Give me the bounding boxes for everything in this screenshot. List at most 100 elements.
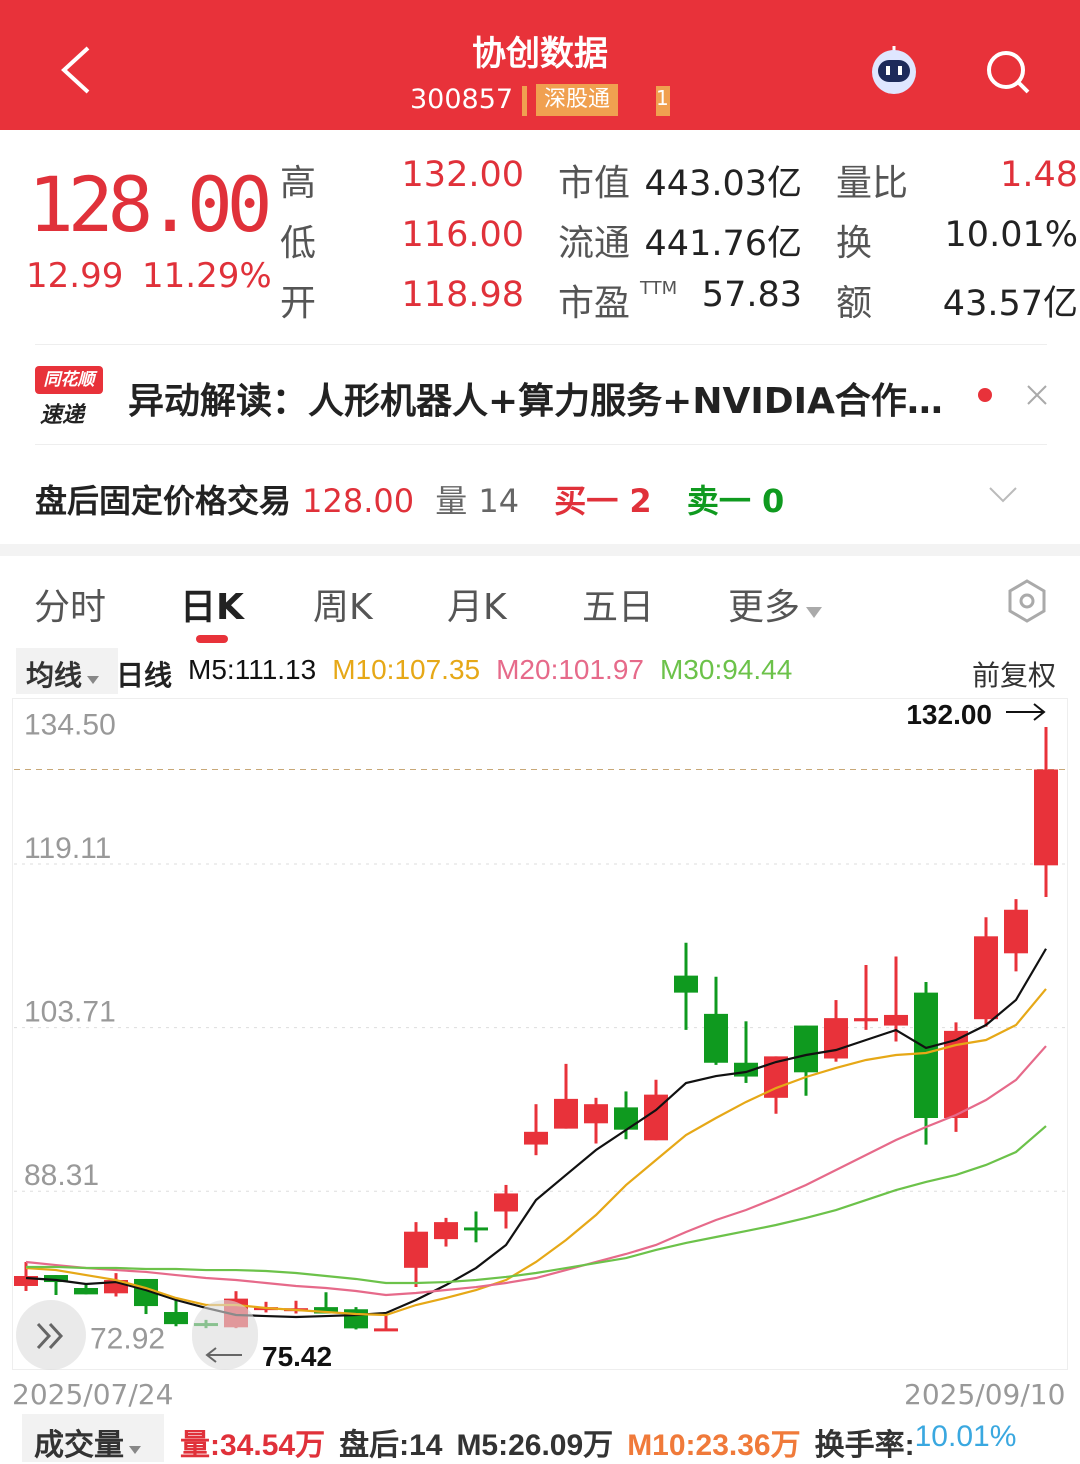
market-cap-label: 市值 bbox=[558, 163, 631, 204]
period-label: 日线 bbox=[116, 660, 173, 691]
tab-more-label: 更多 bbox=[728, 587, 801, 628]
candle-up bbox=[1034, 769, 1058, 866]
tab-weekly-k[interactable]: 周K bbox=[313, 587, 373, 628]
y-tick-label: 88.31 bbox=[24, 1159, 99, 1192]
top-bar: 协创数据 300857 深股通 1 bbox=[0, 0, 1080, 130]
arrow-left-icon bbox=[205, 1347, 242, 1363]
tab-intraday[interactable]: 分时 bbox=[34, 587, 107, 628]
price-change: 12.99 bbox=[26, 256, 124, 296]
caret-down-icon bbox=[129, 1446, 141, 1454]
current-price: 128.00 bbox=[28, 160, 273, 249]
amount-label: 额 bbox=[836, 283, 873, 324]
scroll-left-button[interactable] bbox=[192, 1300, 258, 1370]
ma20-line bbox=[25, 1045, 1047, 1297]
candle-up bbox=[554, 1098, 578, 1129]
candle-down bbox=[314, 1307, 338, 1314]
high-value: 132.00 bbox=[401, 155, 524, 195]
pe-label: 市盈 bbox=[558, 283, 631, 324]
open-label: 开 bbox=[280, 283, 317, 324]
caret-down-icon bbox=[87, 676, 100, 684]
volume-ratio-label: 量比 bbox=[836, 163, 909, 204]
candle-down bbox=[704, 1013, 728, 1063]
candle-down bbox=[794, 1025, 818, 1073]
news-logo: 同花顺 bbox=[35, 366, 103, 394]
connect-badge[interactable]: 深股通 bbox=[536, 84, 619, 116]
robot-assistant-icon[interactable] bbox=[864, 42, 924, 98]
search-icon[interactable] bbox=[984, 48, 1034, 98]
amount-value: 43.57亿 bbox=[942, 284, 1078, 324]
volume-ratio-value: 1.48 bbox=[1000, 155, 1078, 195]
candle-down bbox=[614, 1107, 638, 1130]
ma10-value: M10:107.35 bbox=[332, 654, 481, 685]
adjust-toggle[interactable]: 前复权 bbox=[972, 659, 1057, 692]
stock-name: 协创数据 bbox=[472, 34, 608, 74]
start-date: 2025/07/24 bbox=[12, 1378, 174, 1411]
chevron-down-icon[interactable] bbox=[988, 486, 1018, 504]
caret-down-icon bbox=[806, 607, 823, 618]
section-gap bbox=[0, 544, 1080, 556]
y-tick-label: 134.50 bbox=[24, 708, 116, 741]
candle-down bbox=[74, 1288, 98, 1295]
volume-ma10: M10:23.36万 bbox=[627, 1429, 801, 1462]
stock-code: 300857 bbox=[410, 84, 514, 115]
turnover-value: 10.01% bbox=[944, 215, 1078, 255]
end-date: 2025/09/10 bbox=[904, 1378, 1066, 1411]
float-cap-value: 441.76亿 bbox=[644, 224, 802, 264]
y-tick-label: 103.71 bbox=[24, 996, 116, 1029]
candle-up bbox=[404, 1231, 428, 1268]
active-tab-indicator bbox=[196, 635, 228, 643]
tab-monthly-k[interactable]: 月K bbox=[447, 587, 507, 628]
low-label: 低 bbox=[280, 223, 317, 264]
arrow-right-icon bbox=[1006, 703, 1046, 721]
after-hours-price: 128.00 bbox=[302, 482, 415, 520]
ma-legend: 均线 日线 M5:111.13 M10:107.35 M20:101.97 M3… bbox=[26, 654, 792, 694]
turnover-rate-label: 换手率: bbox=[814, 1429, 915, 1462]
double-chevron-right-icon bbox=[36, 1322, 64, 1350]
candle-up bbox=[524, 1131, 548, 1145]
ma5-line bbox=[25, 948, 1047, 1319]
ma-selector-label[interactable]: 均线 bbox=[26, 654, 100, 694]
volume-selector-label[interactable]: 成交量 bbox=[34, 1420, 142, 1464]
after-hours-row[interactable]: 盘后固定价格交易 128.00 量 14 买一 2 卖一 0 bbox=[35, 476, 784, 522]
y-tick-label: 119.11 bbox=[24, 832, 111, 865]
tab-five-day[interactable]: 五日 bbox=[582, 587, 655, 628]
bid-one: 买一 2 bbox=[554, 482, 652, 520]
tab-more[interactable]: 更多 bbox=[728, 578, 824, 630]
float-cap-label: 流通 bbox=[558, 223, 631, 264]
after-hours-vol: 14 bbox=[478, 482, 520, 520]
low-marker-label: 75.42 bbox=[262, 1341, 332, 1372]
candle-up bbox=[884, 1014, 908, 1026]
close-icon[interactable] bbox=[1026, 384, 1048, 406]
badge-divider bbox=[522, 86, 527, 116]
news-headline[interactable]: 异动解读：人形机器人+算力服务+NVIDIA合作… bbox=[128, 381, 943, 422]
ask-one: 卖一 0 bbox=[686, 482, 785, 520]
back-icon[interactable] bbox=[58, 44, 94, 96]
high-marker-label: 132.00 bbox=[906, 699, 992, 730]
candle-down bbox=[344, 1309, 368, 1329]
after-hours-volume: 盘后:14 bbox=[339, 1429, 443, 1462]
candle-up bbox=[584, 1104, 608, 1124]
candle-up bbox=[974, 936, 998, 1020]
after-hours-label: 盘后固定价格交易 bbox=[35, 482, 292, 520]
ma10-line bbox=[25, 988, 1047, 1317]
pe-value: 57.83 bbox=[701, 275, 802, 315]
ma30-value: M30:94.44 bbox=[659, 654, 793, 685]
tab-daily-k[interactable]: 日K bbox=[180, 587, 244, 628]
kline-chart[interactable] bbox=[12, 698, 1068, 1370]
extra-badge[interactable]: 1 bbox=[656, 86, 670, 116]
settings-icon[interactable] bbox=[1006, 578, 1048, 624]
candle-down bbox=[674, 975, 698, 993]
price-change-pct: 11.29% bbox=[142, 256, 272, 296]
expand-button[interactable] bbox=[16, 1300, 86, 1370]
open-value: 118.98 bbox=[401, 275, 524, 315]
volume-selector[interactable] bbox=[22, 1414, 164, 1462]
candle-down bbox=[44, 1275, 68, 1283]
volume-legend: 量:34.54万 盘后:14 M5:26.09万 M10:23.36万 换手率:… bbox=[180, 1420, 1016, 1464]
turnover-label: 换 bbox=[836, 223, 873, 264]
ma-selector-text: 均线 bbox=[26, 660, 83, 691]
ma-selector[interactable] bbox=[16, 648, 118, 694]
divider bbox=[35, 444, 1047, 445]
y-tick-label: 72.92 bbox=[90, 1323, 165, 1356]
candle-up bbox=[494, 1193, 518, 1212]
